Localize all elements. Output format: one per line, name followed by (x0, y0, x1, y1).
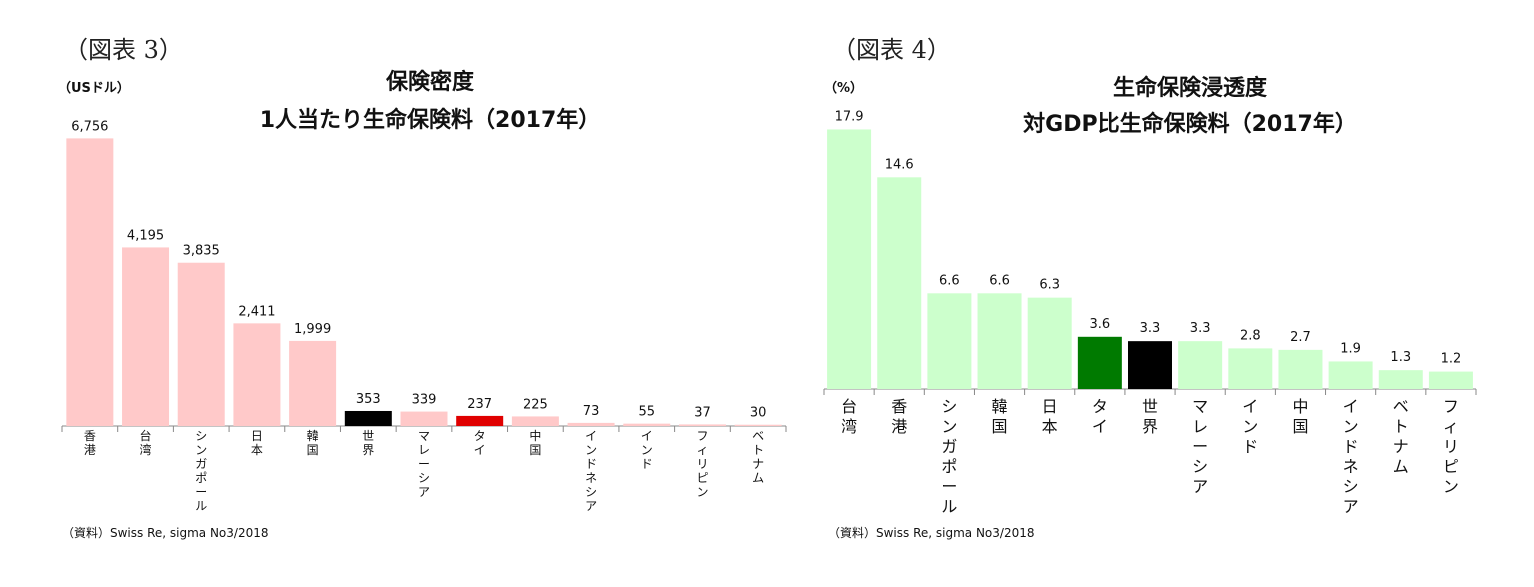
category-label: インドネシア (1343, 397, 1359, 516)
value-label: 6.6 (939, 273, 960, 288)
value-label: 1.9 (1340, 341, 1361, 356)
category-label: フィリピン (1443, 397, 1459, 496)
bar (623, 423, 671, 426)
value-label: 17.9 (835, 109, 864, 124)
value-label: 30 (750, 406, 767, 421)
value-label: 6.6 (989, 273, 1010, 288)
category-label: インドネシア (585, 429, 597, 513)
value-label: 225 (523, 397, 548, 412)
chart-panel-insurance-penetration: （図表 4） （%） 生命保険浸透度 対GDP比生命保険料（2017年） 17.… (790, 0, 1534, 587)
category-label: 香港 (891, 397, 907, 436)
category-label: タイ (474, 429, 486, 457)
bar (1077, 336, 1122, 389)
value-label: 3.3 (1140, 321, 1161, 336)
category-label: 韓国 (307, 429, 319, 457)
bar (977, 293, 1022, 389)
bar (877, 177, 922, 389)
value-label: 2.8 (1240, 328, 1261, 343)
category-label: フィリピン (696, 429, 708, 499)
category-label: 中国 (529, 428, 541, 457)
chart-title-line-2: 対GDP比生命保険料（2017年） (1023, 112, 1357, 137)
value-label: 6,756 (71, 119, 108, 134)
bar (456, 415, 504, 426)
category-label: ベトナム (1393, 397, 1409, 476)
source-note: （資料）Swiss Re, sigma No3/2018 (62, 526, 269, 540)
bar (1328, 361, 1373, 389)
bar (567, 422, 615, 426)
y-unit-label: （USドル） (58, 81, 130, 96)
value-label: 55 (638, 405, 655, 420)
bar (289, 340, 337, 426)
category-label: 世界 (1142, 397, 1158, 436)
category-label: シンガポール (195, 429, 207, 513)
bar (344, 410, 392, 426)
bar (678, 424, 726, 426)
value-label: 3.3 (1190, 321, 1211, 336)
category-label: 日本 (251, 429, 263, 457)
bar (1228, 348, 1273, 389)
category-label: 台湾 (140, 428, 152, 457)
bar (177, 262, 225, 426)
chart-title-line-2: 1人当たり生命保険料（2017年） (259, 108, 601, 133)
category-label: 世界 (362, 429, 374, 457)
category-label: 韓国 (992, 397, 1008, 436)
figure-label: （図表 3） (64, 36, 183, 64)
bar (927, 293, 972, 389)
chart-title-line-1: 保険密度 (385, 70, 474, 95)
bar (66, 138, 114, 426)
bar (122, 247, 170, 426)
category-label: インド (641, 429, 653, 471)
chart-title-line-1: 生命保険浸透度 (1112, 76, 1267, 101)
chart-panel-insurance-density: （図表 3） （USドル） 保険密度 1人当たり生命保険料（2017年） 6,7… (58, 36, 787, 540)
value-label: 1.2 (1441, 352, 1462, 367)
value-label: 237 (467, 397, 492, 412)
bar (400, 411, 448, 426)
y-unit-label: （%） (824, 81, 864, 96)
category-label: マレーシア (1192, 397, 1208, 496)
source-note: （資料）Swiss Re, sigma No3/2018 (828, 526, 1035, 540)
category-label: 香港 (84, 429, 96, 457)
category-label: マレーシア (418, 429, 430, 499)
value-label: 6.3 (1039, 278, 1060, 293)
value-label: 2.7 (1290, 330, 1311, 345)
value-label: 37 (694, 405, 711, 420)
bar (1128, 341, 1172, 389)
value-label: 14.6 (885, 157, 914, 172)
category-label: 中国 (1292, 397, 1308, 436)
category-label: タイ (1092, 397, 1108, 436)
bar (734, 424, 782, 426)
bar (1428, 371, 1473, 389)
figure-label: （図表 4） (832, 36, 951, 64)
bar (827, 129, 872, 389)
value-label: 2,411 (238, 304, 275, 319)
value-label: 1.3 (1390, 350, 1411, 365)
bar (1378, 370, 1423, 389)
bar (233, 323, 281, 426)
category-label: ベトナム (752, 429, 764, 485)
bar (1027, 297, 1072, 389)
value-label: 3,835 (183, 244, 220, 259)
bar (1178, 341, 1223, 389)
bar (511, 416, 559, 426)
bar-chart-insurance-penetration: 17.9 台湾 14.6 香港 6.6 シンガポール 6.6 韓国 6.3 日本 3.6 タイ 3.3 世… (823, 109, 1477, 516)
value-label: 1,999 (294, 322, 331, 337)
value-label: 339 (412, 393, 437, 408)
value-label: 353 (356, 392, 381, 407)
category-label: シンガポール (941, 397, 957, 516)
value-label: 4,195 (127, 228, 164, 243)
value-label: 3.6 (1090, 317, 1111, 332)
category-label: インド (1242, 397, 1258, 456)
category-label: 日本 (1042, 397, 1058, 436)
value-label: 73 (583, 404, 600, 419)
bar-chart-insurance-density: 6,756 香港 4,195 台湾 3,835 シンガポール 2,411 日本 1,999 韓国 3… (61, 119, 787, 513)
category-label: 台湾 (841, 397, 857, 436)
bar (1278, 349, 1323, 389)
